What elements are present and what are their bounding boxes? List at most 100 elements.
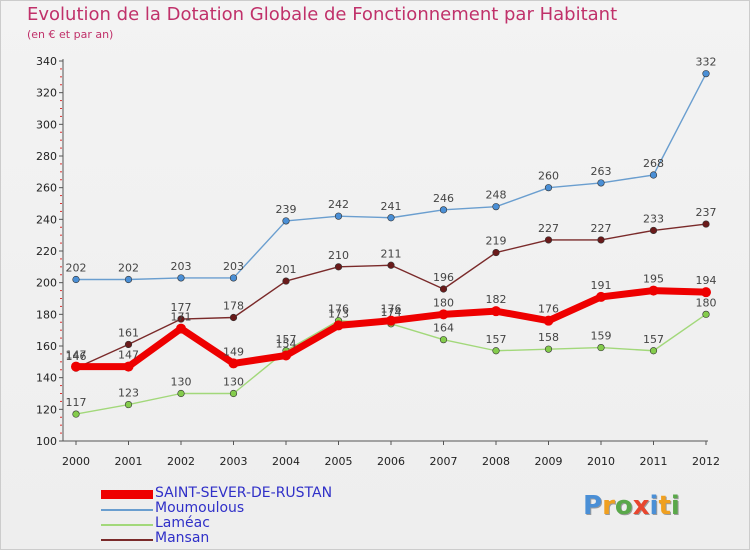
chart-subtitle: (en € et par an) — [27, 28, 114, 41]
legend-label: Moumoulous — [155, 500, 245, 516]
data-point-moumoulous — [124, 275, 133, 284]
data-point-mansan — [439, 285, 448, 293]
data-label-saint-sever-de-rustan: 176 — [538, 303, 559, 316]
logo-letter: i — [670, 491, 680, 521]
data-point-moumoulous — [334, 212, 343, 220]
data-label-mansan: 201 — [276, 263, 297, 276]
data-label-mansan: 211 — [381, 247, 402, 260]
data-point-saint-sever-de-rustan — [491, 306, 501, 317]
data-label-moumoulous: 202 — [66, 262, 87, 275]
data-label-moumoulous: 332 — [696, 56, 717, 69]
y-tick-label: 180 — [36, 308, 57, 321]
y-tick-label: 120 — [36, 403, 57, 416]
data-point-lam-ac — [649, 347, 658, 355]
legend-swatch — [101, 490, 153, 499]
data-labels: 202 202 203 203 239 242 241 246 248 260 263 268 332 1… — [66, 56, 717, 409]
data-point-saint-sever-de-rustan — [543, 315, 554, 326]
data-label-lam-ac: 158 — [538, 331, 559, 344]
x-tick-label: 2004 — [272, 455, 300, 468]
data-point-moumoulous — [702, 70, 710, 78]
data-point-moumoulous — [439, 206, 448, 214]
x-tick-label: 2010 — [587, 455, 615, 468]
data-label-saint-sever-de-rustan: 176 — [381, 303, 402, 316]
data-label-moumoulous: 241 — [381, 200, 402, 213]
x-tick-label: 2003 — [220, 455, 248, 468]
data-point-saint-sever-de-rustan — [71, 361, 81, 372]
legend-label: Laméac — [155, 515, 210, 531]
data-point-mansan — [229, 313, 238, 322]
data-label-lam-ac: 130 — [223, 376, 244, 389]
data-label-lam-ac: 117 — [66, 396, 87, 409]
y-tick-label: 340 — [36, 55, 57, 68]
y-tick-label: 100 — [36, 435, 57, 448]
data-label-saint-sever-de-rustan: 147 — [118, 349, 139, 362]
axes: 100 120 140 160 180 200 220 240 260 280 300 320 340 2… — [36, 55, 720, 468]
data-label-lam-ac: 123 — [118, 387, 139, 400]
data-label-lam-ac: 174 — [381, 306, 402, 319]
data-point-lam-ac — [492, 347, 500, 355]
y-tick-label: 220 — [36, 245, 57, 258]
data-label-lam-ac: 164 — [433, 322, 454, 335]
legend-swatch — [101, 509, 153, 511]
data-label-mansan: 227 — [538, 222, 559, 235]
data-label-moumoulous: 263 — [591, 165, 612, 178]
x-tick-label: 2001 — [115, 455, 143, 468]
data-label-moumoulous: 246 — [433, 192, 454, 205]
data-label-moumoulous: 203 — [223, 260, 244, 273]
y-tick-label: 140 — [36, 372, 57, 385]
data-label-saint-sever-de-rustan: 194 — [696, 274, 717, 287]
data-label-mansan: 227 — [591, 222, 612, 235]
data-label-saint-sever-de-rustan: 147 — [66, 349, 87, 362]
data-label-saint-sever-de-rustan: 191 — [591, 279, 612, 292]
x-tick-label: 2002 — [167, 455, 195, 468]
data-label-moumoulous: 260 — [538, 170, 559, 183]
data-point-moumoulous — [544, 184, 553, 192]
data-label-mansan: 219 — [486, 235, 507, 248]
data-point-moumoulous — [282, 217, 290, 225]
y-tick-label: 160 — [36, 340, 57, 353]
data-label-mansan: 146 — [66, 350, 87, 363]
data-point-moumoulous — [387, 214, 395, 222]
data-point-saint-sever-de-rustan — [648, 285, 659, 296]
data-point-moumoulous — [492, 203, 500, 211]
logo-letter: P — [583, 491, 603, 521]
data-label-saint-sever-de-rustan: 173 — [328, 307, 349, 320]
x-tick-label: 2007 — [430, 455, 458, 468]
data-label-mansan: 177 — [171, 301, 192, 314]
data-point-saint-sever-de-rustan — [228, 358, 239, 369]
x-tick-label: 2009 — [535, 455, 563, 468]
data-point-mansan — [702, 220, 710, 228]
y-tick-label: 320 — [36, 87, 57, 100]
data-point-moumoulous — [649, 171, 658, 179]
data-label-mansan: 233 — [643, 212, 664, 225]
data-label-saint-sever-de-rustan: 149 — [223, 345, 244, 358]
data-point-saint-sever-de-rustan — [123, 361, 134, 372]
data-point-mansan — [177, 315, 185, 323]
data-point-moumoulous — [177, 274, 185, 282]
x-tick-label: 2000 — [62, 455, 90, 468]
y-tick-label: 260 — [36, 182, 57, 195]
data-point-saint-sever-de-rustan — [176, 323, 186, 334]
data-label-mansan: 178 — [223, 300, 244, 313]
data-label-moumoulous: 203 — [171, 260, 192, 273]
legend-swatch — [101, 539, 153, 541]
data-point-saint-sever-de-rustan — [701, 287, 711, 298]
y-tick-label: 300 — [36, 118, 57, 131]
data-label-saint-sever-de-rustan: 171 — [171, 311, 192, 324]
data-point-saint-sever-de-rustan — [438, 309, 449, 320]
data-point-lam-ac — [124, 400, 133, 409]
data-label-mansan: 237 — [696, 206, 717, 219]
proxiti-logo: Proxiti — [583, 491, 680, 521]
chart-title: Evolution de la Dotation Globale de Fonc… — [27, 4, 618, 25]
logo-letter: i — [649, 491, 659, 521]
data-point-mansan — [387, 261, 395, 269]
data-point-moumoulous — [229, 274, 238, 282]
data-label-mansan: 210 — [328, 249, 349, 262]
data-label-moumoulous: 268 — [643, 157, 664, 170]
legend-swatch — [101, 524, 153, 526]
data-point-mansan — [544, 236, 553, 244]
data-point-mansan — [649, 226, 658, 235]
data-point-mansan — [597, 236, 605, 244]
logo-letter: t — [658, 491, 671, 521]
